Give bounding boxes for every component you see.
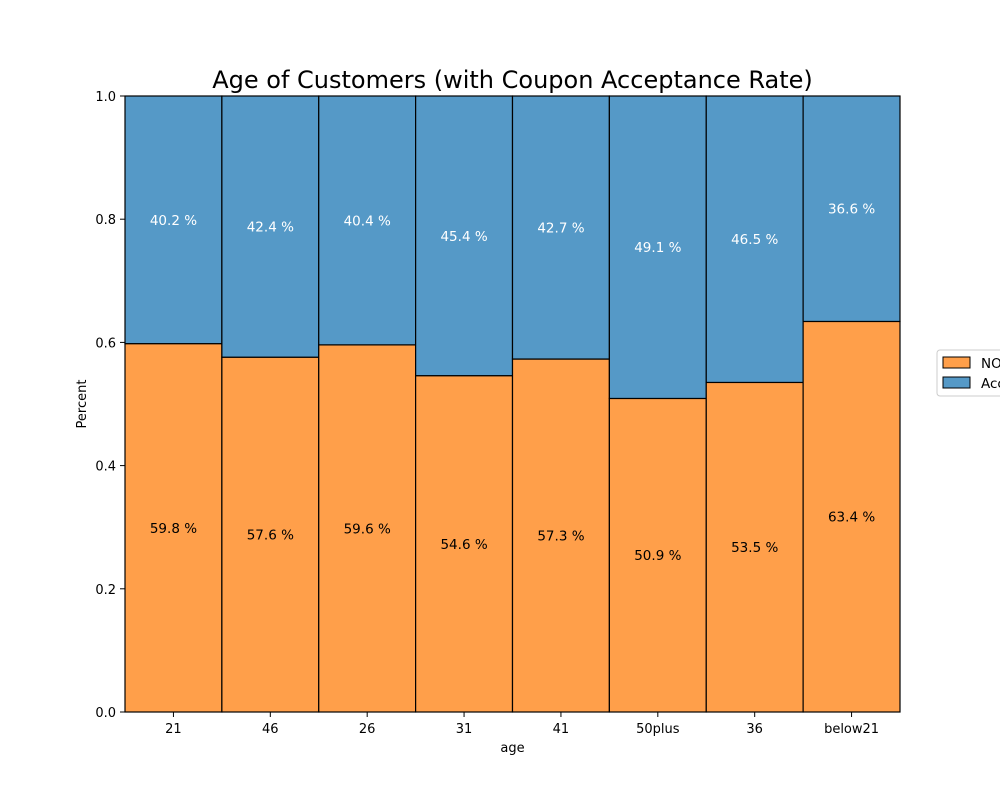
bar-label-accepted-below21: 36.6 % xyxy=(828,202,875,218)
y-tick-label: 0.6 xyxy=(95,336,116,351)
x-tick-label: 26 xyxy=(359,722,376,737)
bar-label-no-50plus: 50.9 % xyxy=(634,548,681,564)
legend-swatch-accepted xyxy=(942,376,971,389)
x-tick-label: below21 xyxy=(824,722,879,737)
bar-label-no-26: 59.6 % xyxy=(344,521,391,537)
bar-label-no-below21: 63.4 % xyxy=(828,510,875,526)
bar-accepted-31 xyxy=(415,95,514,377)
bar-label-accepted-21: 40.2 % xyxy=(150,213,197,229)
bars-group xyxy=(124,95,901,713)
bar-label-accepted-46: 42.4 % xyxy=(247,220,294,236)
bar-label-accepted-50plus: 49.1 % xyxy=(634,240,681,256)
bar-label-no-21: 59.8 % xyxy=(150,521,197,537)
bar-no-21 xyxy=(124,343,223,713)
bar-label-accepted-26: 40.4 % xyxy=(344,213,391,229)
bar-label-no-41: 57.3 % xyxy=(537,529,584,545)
chart-title: Age of Customers (with Coupon Acceptance… xyxy=(212,66,813,94)
bar-labels-group: 59.8 % 40.2 % 57.6 % 42.4 % 59.6 % 40.4 % 54.6… xyxy=(150,202,875,565)
bar-accepted-26 xyxy=(318,95,417,346)
x-tick-label: 31 xyxy=(456,722,473,737)
y-tick-label: 1.0 xyxy=(95,90,116,105)
bar-accepted-46 xyxy=(221,95,320,358)
bar-no-26 xyxy=(318,344,417,713)
y-axis: 0.0 0.2 0.4 0.6 0.8 1.0 xyxy=(95,90,126,721)
bar-label-accepted-31: 45.4 % xyxy=(440,229,487,245)
y-tick-label: 0.0 xyxy=(95,706,116,721)
legend-label-accepted: Acc xyxy=(981,376,1000,392)
x-tick-label: 41 xyxy=(553,722,570,737)
x-tick-label: 36 xyxy=(746,722,763,737)
bar-accepted-below21 xyxy=(802,95,901,323)
bar-label-accepted-41: 42.7 % xyxy=(537,221,584,237)
bar-label-accepted-36: 46.5 % xyxy=(731,232,778,248)
legend: NO Acc xyxy=(936,349,1000,397)
bar-no-36 xyxy=(705,381,804,713)
y-tick-label: 0.8 xyxy=(95,213,116,228)
legend-label-no: NO xyxy=(981,356,1000,372)
bar-label-no-31: 54.6 % xyxy=(440,537,487,553)
x-axis-label: age xyxy=(500,741,524,756)
x-axis: 21 46 26 31 41 50plus 36 below21 xyxy=(125,711,900,737)
y-tick-label: 0.2 xyxy=(95,583,116,598)
x-tick-label: 21 xyxy=(165,722,182,737)
bar-label-no-36: 53.5 % xyxy=(731,540,778,556)
x-tick-label: 50plus xyxy=(636,722,680,737)
legend-swatch-no xyxy=(942,356,971,369)
bar-label-no-46: 57.6 % xyxy=(247,528,294,544)
bar-accepted-50plus xyxy=(608,95,707,400)
bar-accepted-36 xyxy=(705,95,804,384)
bar-accepted-41 xyxy=(511,95,610,360)
x-tick-label: 46 xyxy=(262,722,279,737)
y-axis-label: Percent xyxy=(75,380,90,429)
bar-no-below21 xyxy=(802,320,901,713)
y-tick-label: 0.4 xyxy=(95,460,116,475)
bar-accepted-21 xyxy=(124,95,223,345)
